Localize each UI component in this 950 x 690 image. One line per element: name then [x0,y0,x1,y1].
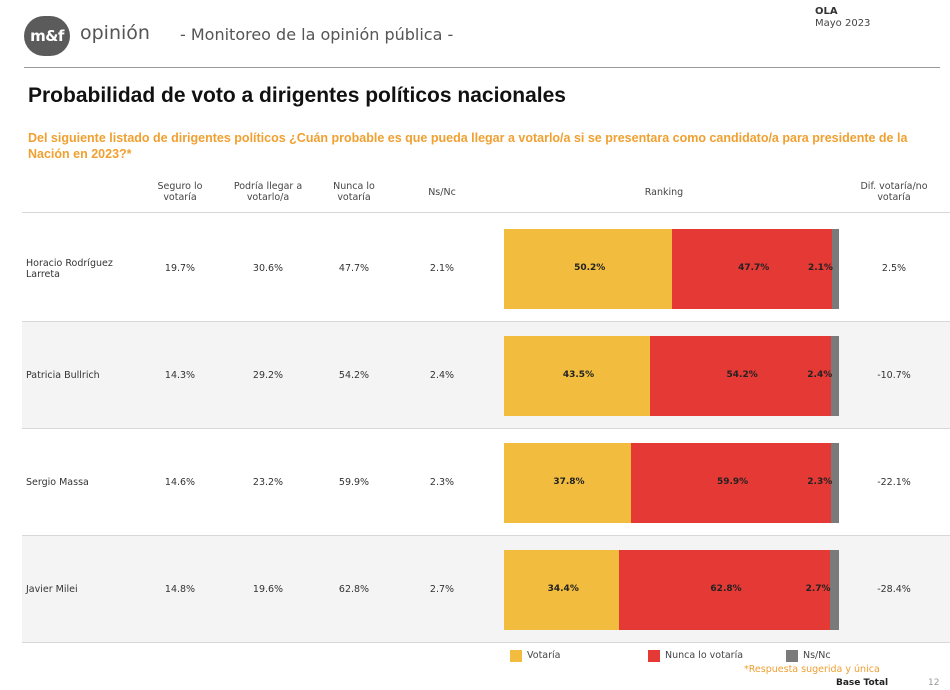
bar-segment-nsnc [831,442,839,523]
legend-label-votaria: Votaría [527,650,561,661]
base-label: Base Total [836,678,889,688]
ola-label: OLA [815,6,838,17]
cell-dif: -22.1% [877,476,911,488]
row-divider [22,321,950,322]
bar-label-votaria: 50.2% [574,262,606,273]
cell-nsnc: 2.3% [429,476,455,488]
legend-label-nunca: Nunca lo votaría [665,650,744,661]
ola-date: Mayo 2023 [815,18,871,29]
bar-segment-nunca [672,228,832,309]
bar-label-nsnc: 2.1% [807,262,833,273]
col-header-nsnc: Ns/Nc [428,187,456,198]
bar-label-nunca: 62.8% [710,583,742,594]
row-name: Patricia Bullrich [26,369,100,381]
bar-label-nunca: 47.7% [738,262,770,273]
cell-nsnc: 2.1% [429,262,455,274]
page-number: 12 [928,678,940,688]
bar-label-votaria: 43.5% [562,369,595,380]
col-header-dif: Dif. votaría/no votaría [860,181,928,203]
stacked-bar: 37.8% 59.9% 2.3% [504,442,839,523]
bar-segment-nsnc [829,549,839,630]
survey-question: Del siguiente listado de dirigentes polí… [28,131,908,161]
header-divider [24,67,940,68]
legend-swatch-nsnc [786,650,798,662]
col-header-seguro: Seguro lo votaría [157,181,203,203]
bar-label-nsnc: 2.7% [805,583,831,594]
bar-label-nsnc: 2.3% [807,476,833,487]
report-subtitle: - Monitoreo de la opinión pública - [180,25,454,44]
legend-swatch-nunca [648,650,660,662]
cell-seguro: 14.8% [164,583,196,595]
row-name: Horacio Rodríguez Larreta [26,257,113,280]
bar-segment-votaria [504,335,650,416]
bar-segment-nunca [619,549,830,630]
stacked-bar: 50.2% 47.7% 2.1% [504,228,839,309]
cell-seguro: 14.6% [164,476,196,488]
row-divider [22,428,950,429]
footnote: *Respuesta sugerida y única [744,664,880,675]
legend-swatch-votaria [510,650,522,662]
stacked-bar: 34.4% 62.8% 2.7% [504,549,839,630]
bar-segment-votaria [504,549,620,630]
cell-podria: 30.6% [252,262,284,274]
cell-nunca: 59.9% [338,476,370,488]
bar-label-nunca: 59.9% [716,476,749,487]
col-header-ranking: Ranking [644,187,684,198]
bar-label-votaria: 37.8% [553,476,585,487]
cell-podria: 23.2% [252,476,284,488]
cell-nsnc: 2.7% [429,583,455,595]
cell-podria: 29.2% [252,369,284,381]
cell-seguro: 19.7% [164,262,196,274]
row-name: Sergio Massa [26,476,89,488]
page-title: Probabilidad de voto a dirigentes políti… [28,84,566,107]
row-divider [22,642,950,643]
cell-dif: 2.5% [881,262,907,274]
brand-name: opinión [80,22,150,44]
header-rule [22,212,950,213]
row-divider [22,535,950,536]
cell-nunca: 62.8% [338,583,370,595]
bar-label-nsnc: 2.4% [807,369,833,380]
col-header-podria: Podría llegar a votarlo/a [233,181,303,203]
bar-segment-nsnc [831,228,839,309]
brand-logo: m&f [24,16,70,56]
cell-podria: 19.6% [252,583,284,595]
row-name: Javier Milei [26,583,78,595]
cell-seguro: 14.3% [164,369,196,381]
cell-nsnc: 2.4% [429,369,455,381]
bar-segment-nsnc [831,335,840,416]
cell-nunca: 54.2% [338,369,370,381]
legend-label-nsnc: Ns/Nc [803,650,831,661]
bar-segment-votaria [504,228,673,309]
cell-dif: -28.4% [877,583,911,595]
bar-segment-nunca [649,335,832,416]
cell-nunca: 47.7% [338,262,370,274]
col-header-nunca: Nunca lo votaría [333,181,375,203]
stacked-bar: 43.5% 54.2% 2.4% [504,335,840,416]
bar-label-votaria: 34.4% [547,583,579,594]
cell-dif: -10.7% [877,369,911,381]
bar-label-nunca: 54.2% [726,369,758,380]
bar-segment-votaria [504,442,631,523]
bar-segment-nunca [630,442,832,523]
